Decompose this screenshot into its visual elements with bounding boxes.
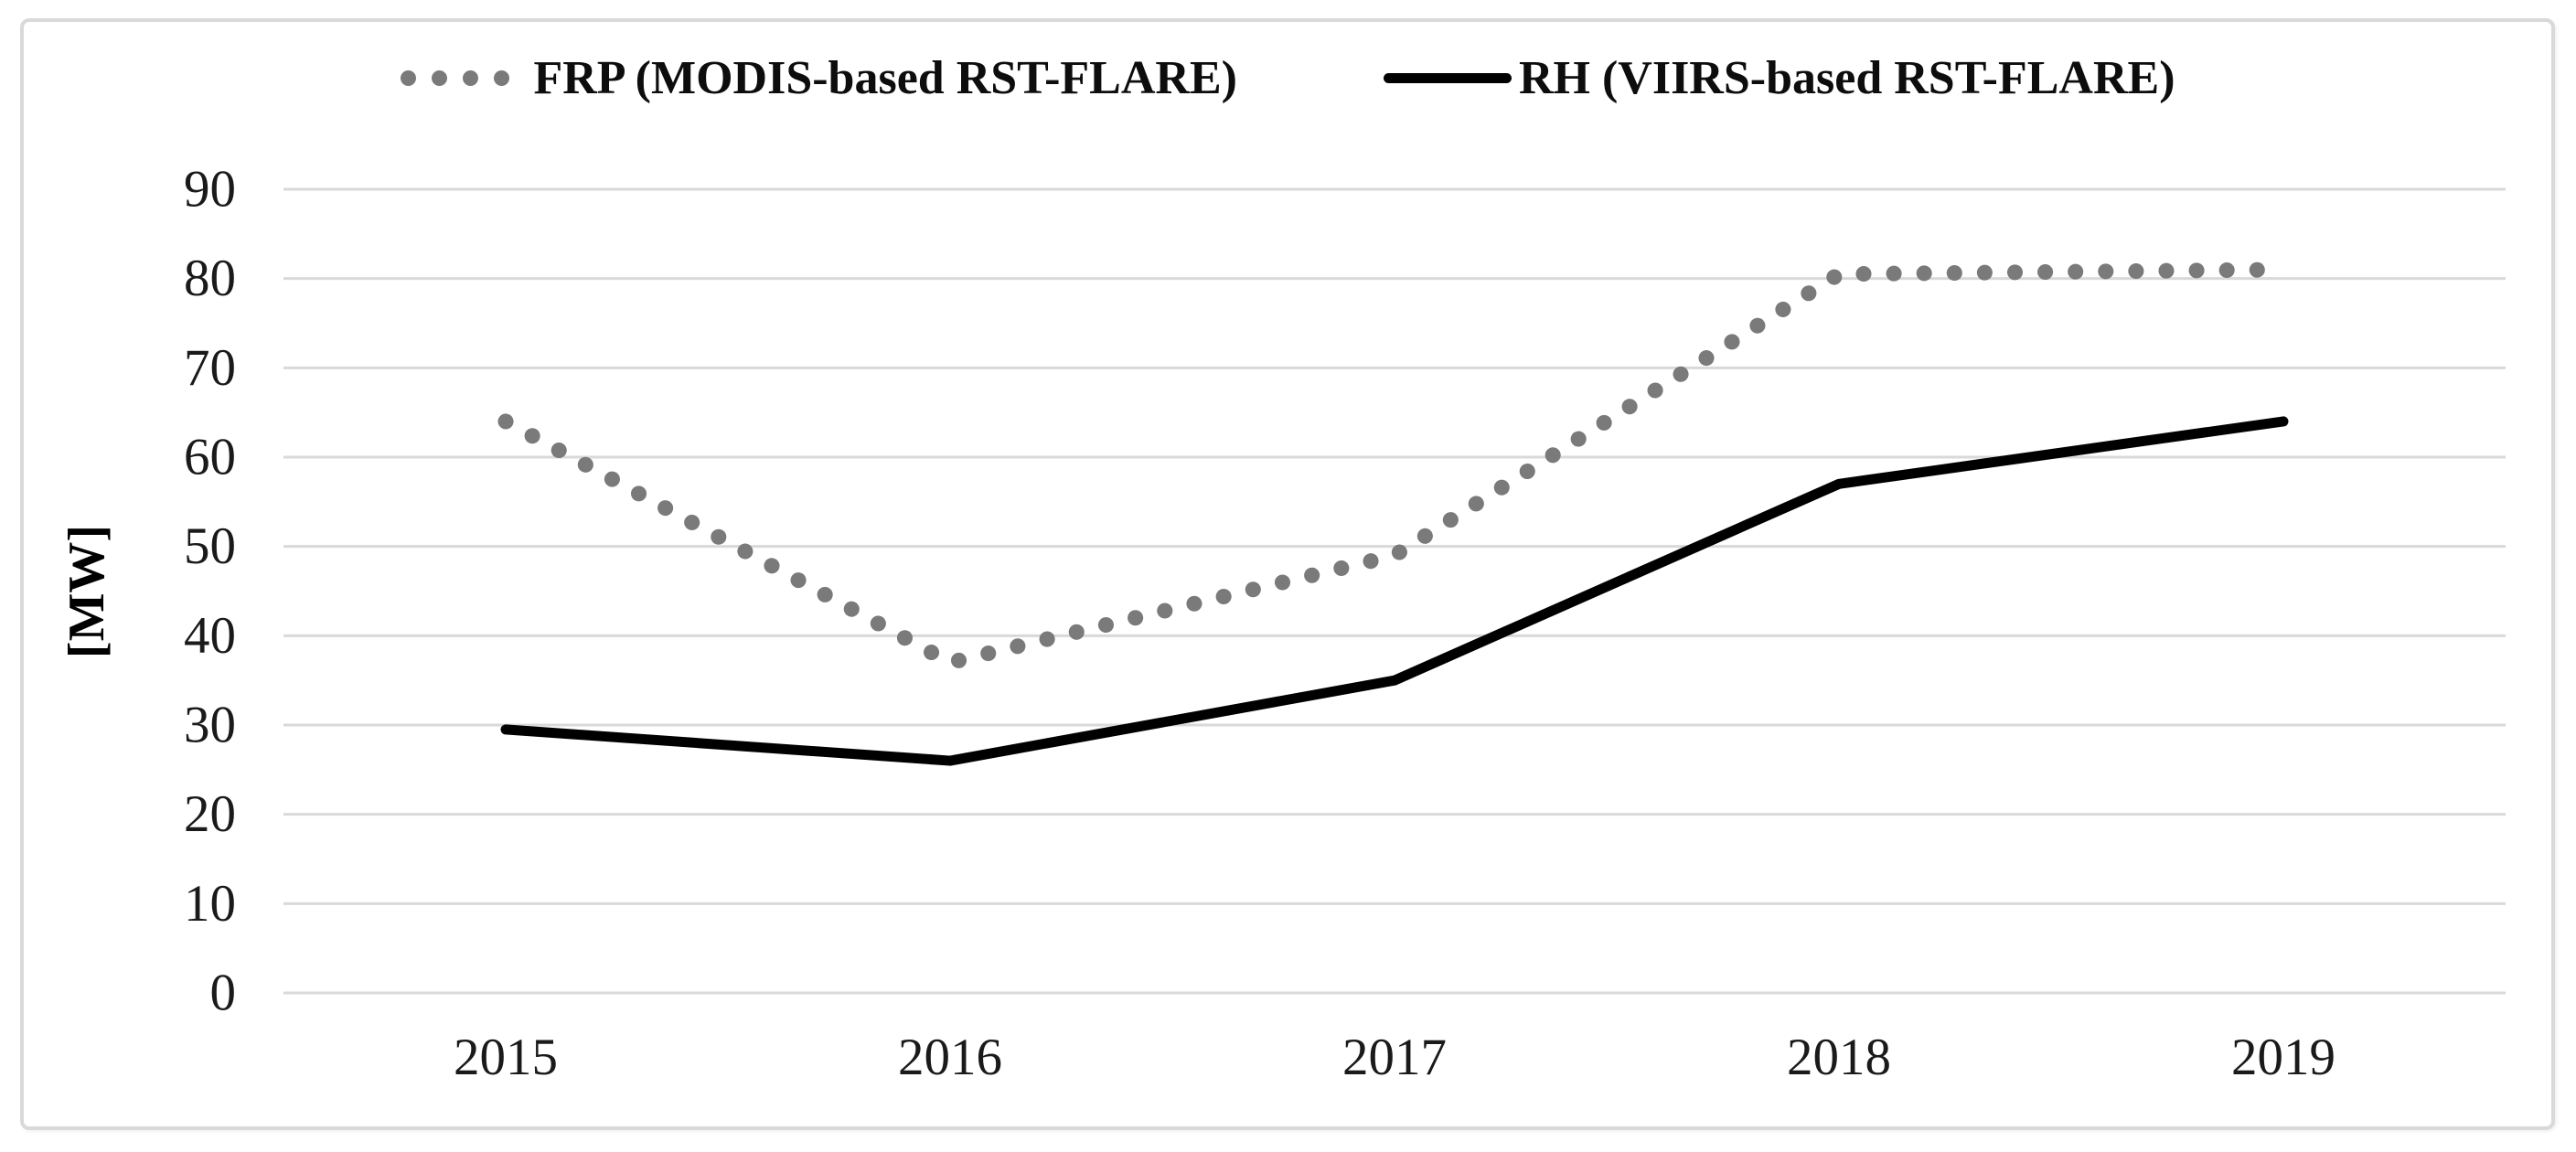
x-axis-tick-label: 2018 [1787, 1029, 1891, 1086]
marker-dot-icon [401, 70, 417, 86]
x-axis-tick-label: 2017 [1342, 1029, 1447, 1086]
x-axis-tick-label: 2016 [898, 1029, 1002, 1086]
solid-series-marker-icon [1383, 73, 1512, 83]
y-axis-tick-label: 90 [184, 161, 236, 219]
x-axis-tick-label: 2019 [2231, 1029, 2336, 1086]
y-axis-tick-label: 70 [184, 339, 236, 397]
y-axis-tick-label: 20 [184, 785, 236, 843]
frp-series-line [497, 261, 2292, 671]
y-axis-title: [MW] [59, 525, 115, 658]
legend-item-frp: FRP (MODIS-based RST-FLARE) [401, 51, 1237, 105]
dotted-series-marker-icon [401, 70, 510, 86]
chart-legend: FRP (MODIS-based RST-FLARE) RH (VIIRS-ba… [0, 51, 2576, 105]
y-axis-tick-label: 30 [184, 697, 236, 754]
marker-dot-icon [432, 70, 448, 86]
legend-item-rh: RH (VIIRS-based RST-FLARE) [1383, 51, 2175, 105]
y-axis-tick-label: 10 [184, 875, 236, 933]
rh-series-line [500, 416, 2289, 766]
y-axis-tick-label: 60 [184, 429, 236, 486]
y-axis-tick-label: 0 [210, 965, 237, 1022]
y-axis-tick-label: 40 [184, 607, 236, 665]
y-axis-tick-label: 80 [184, 250, 236, 307]
legend-label-frp: FRP (MODIS-based RST-FLARE) [533, 52, 1237, 104]
legend-label-rh: RH (VIIRS-based RST-FLARE) [1518, 52, 2175, 104]
figure-border [20, 18, 2555, 1130]
marker-dot-icon [463, 70, 479, 86]
y-axis-tick-label: 50 [184, 517, 236, 575]
marker-dot-icon [494, 70, 510, 86]
x-axis-tick-label: 2015 [454, 1029, 558, 1086]
